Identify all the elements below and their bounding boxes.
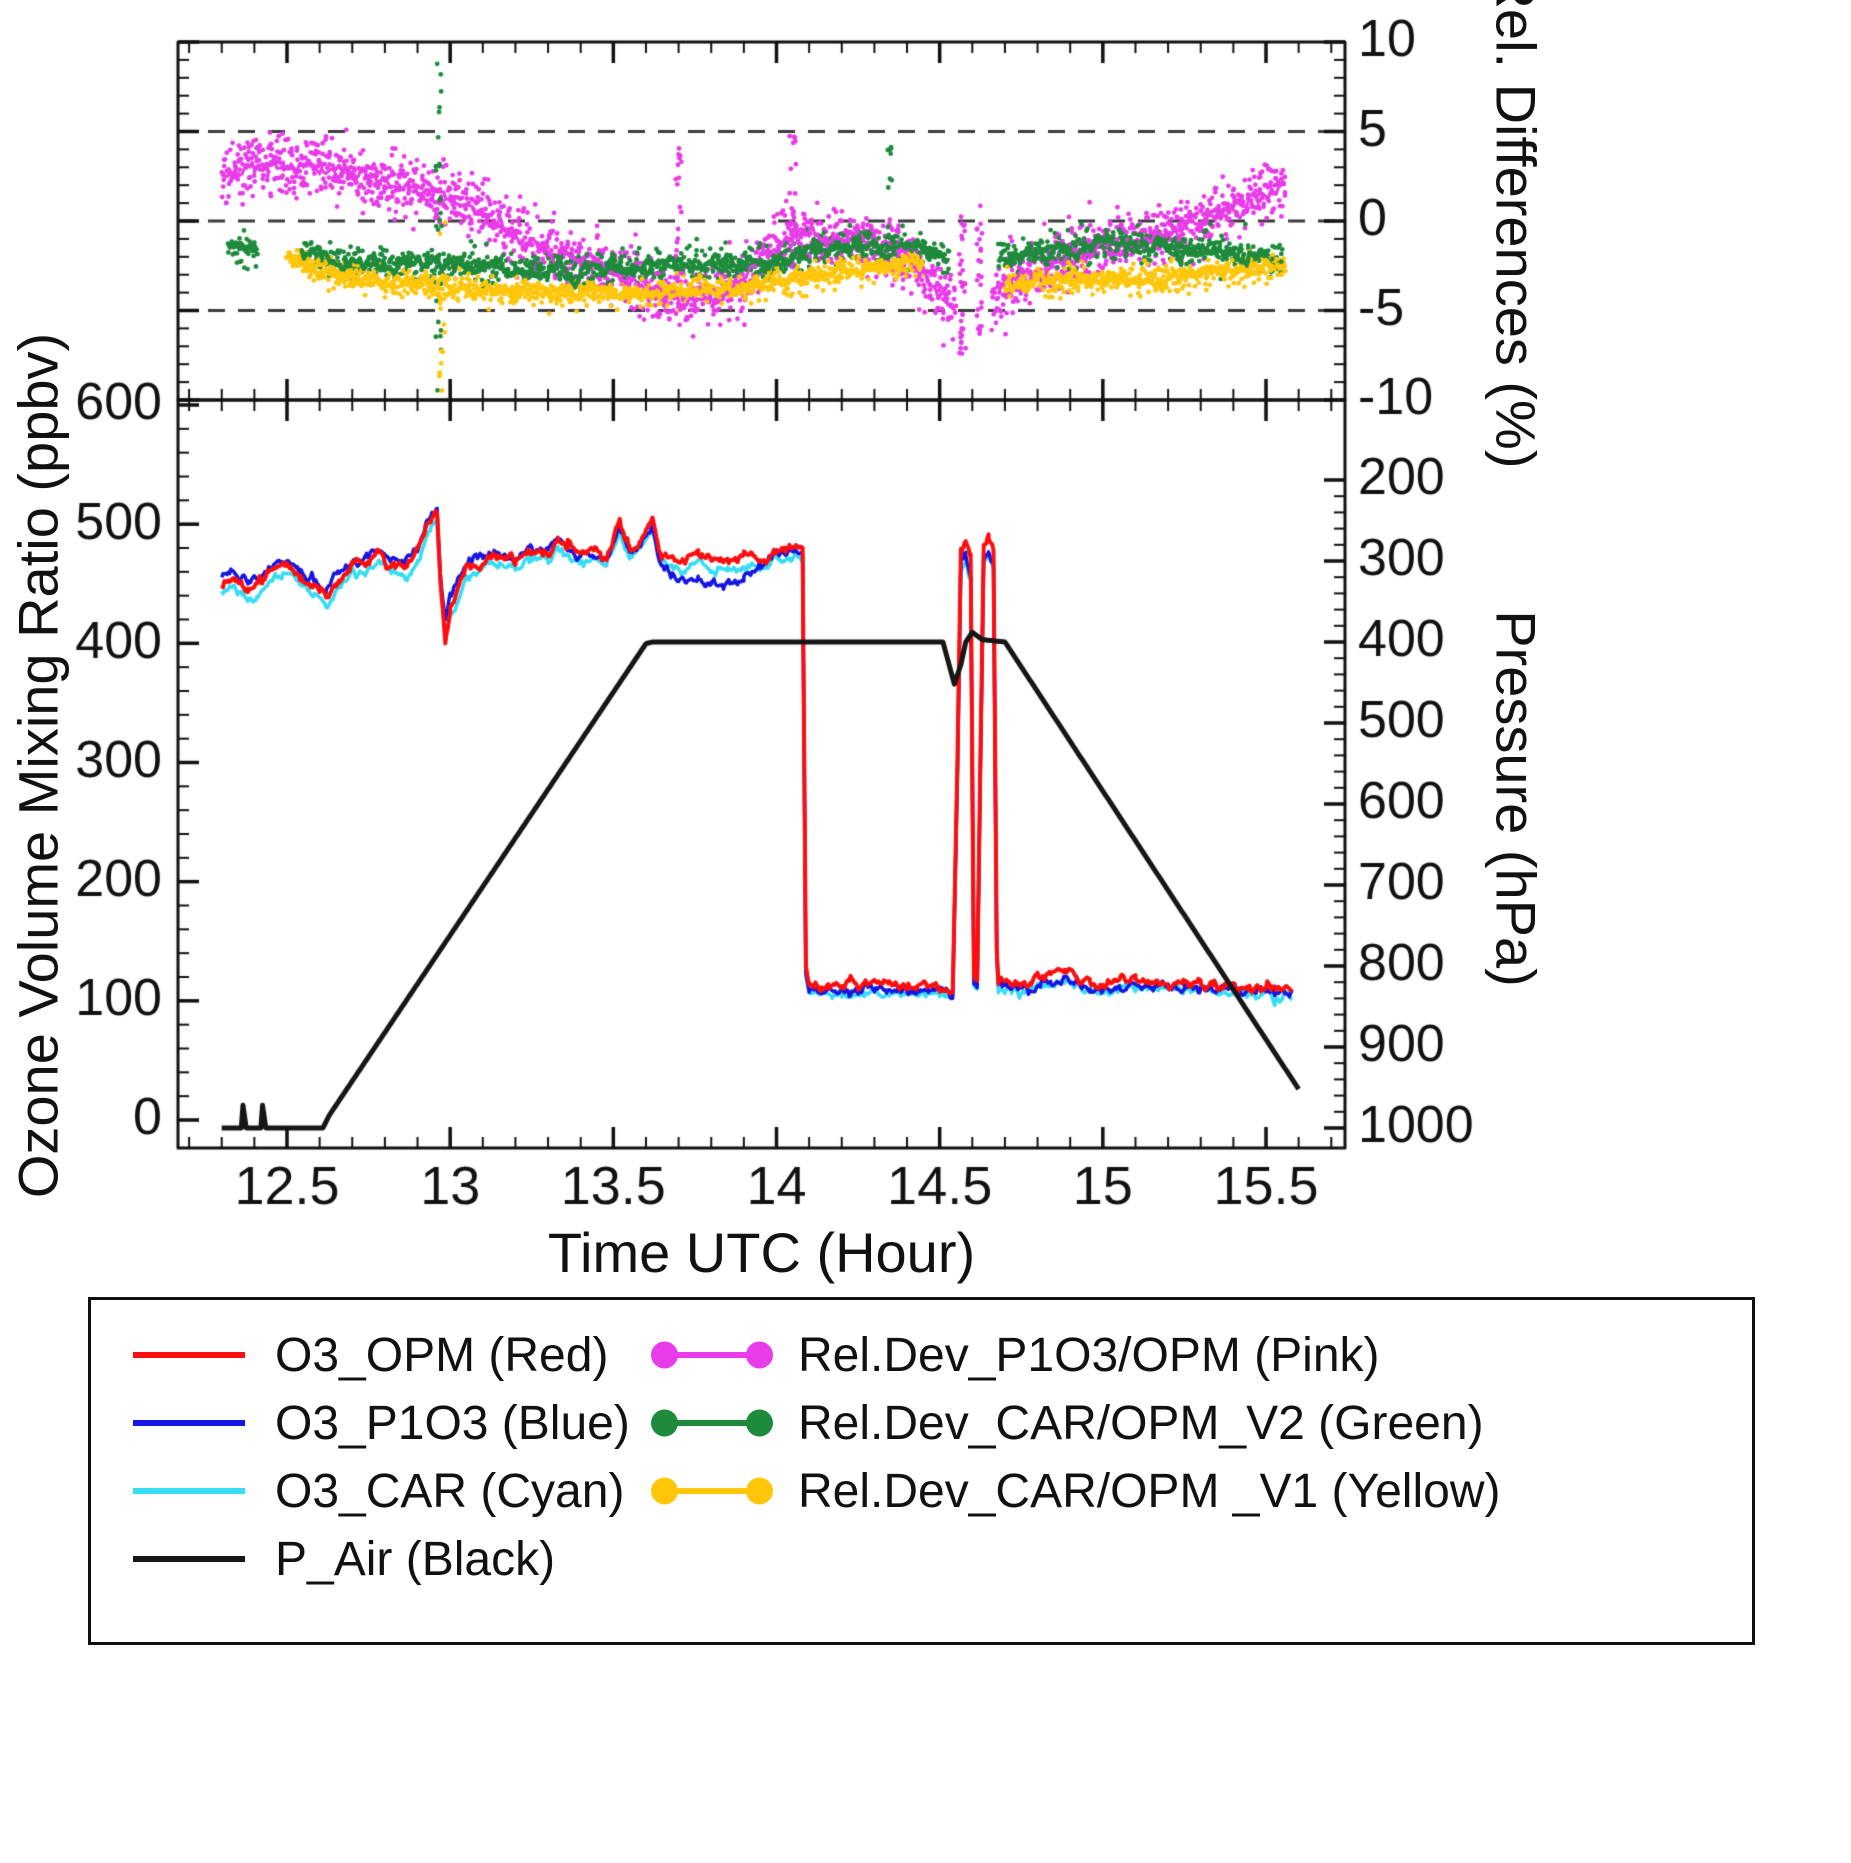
legend-label: Rel.Dev_CAR/OPM_V2 (Green) (798, 1396, 1484, 1450)
legend-label: Rel.Dev_CAR/OPM _V1 (Yellow) (798, 1464, 1501, 1518)
legend-line-sample-black (133, 1556, 245, 1562)
legend-item-o3-car: O3_CAR (Cyan) (133, 1460, 624, 1522)
legend-item-reldev-car-opm-v2: Rel.Dev_CAR/OPM_V2 (Green) (656, 1392, 1484, 1454)
left-y-axis-title: Ozone Volume Mixing Ratio (ppbv) (6, 332, 70, 1199)
legend-line-sample-red (133, 1352, 245, 1358)
legend-item-o3-opm: O3_OPM (Red) (133, 1324, 608, 1386)
legend-item-reldev-p1o3-opm: Rel.Dev_P1O3/OPM (Pink) (656, 1324, 1380, 1386)
legend-line-dot-sample-yellow (656, 1488, 768, 1494)
legend-item-p-air: P_Air (Black) (133, 1528, 555, 1590)
legend: O3_OPM (Red) O3_P1O3 (Blue) O3_CAR (Cyan… (88, 1297, 1755, 1645)
x-axis-title: Time UTC (Hour) (547, 1221, 976, 1284)
legend-line-dot-sample-pink (656, 1352, 768, 1358)
legend-label: P_Air (Black) (275, 1532, 556, 1586)
legend-label: O3_CAR (Cyan) (275, 1464, 625, 1518)
legend-label: O3_OPM (Red) (275, 1328, 609, 1382)
legend-label: O3_P1O3 (Blue) (275, 1396, 630, 1450)
legend-line-sample-cyan (133, 1488, 245, 1494)
legend-line-dot-sample-green (656, 1420, 768, 1426)
legend-item-o3-p1o3: O3_P1O3 (Blue) (133, 1392, 630, 1454)
legend-item-reldev-car-opm-v1: Rel.Dev_CAR/OPM _V1 (Yellow) (656, 1460, 1500, 1522)
right-bottom-y-axis-title: Pressure (hPa) (1484, 610, 1548, 987)
legend-line-sample-blue (133, 1420, 245, 1426)
legend-label: Rel.Dev_P1O3/OPM (Pink) (798, 1328, 1380, 1382)
